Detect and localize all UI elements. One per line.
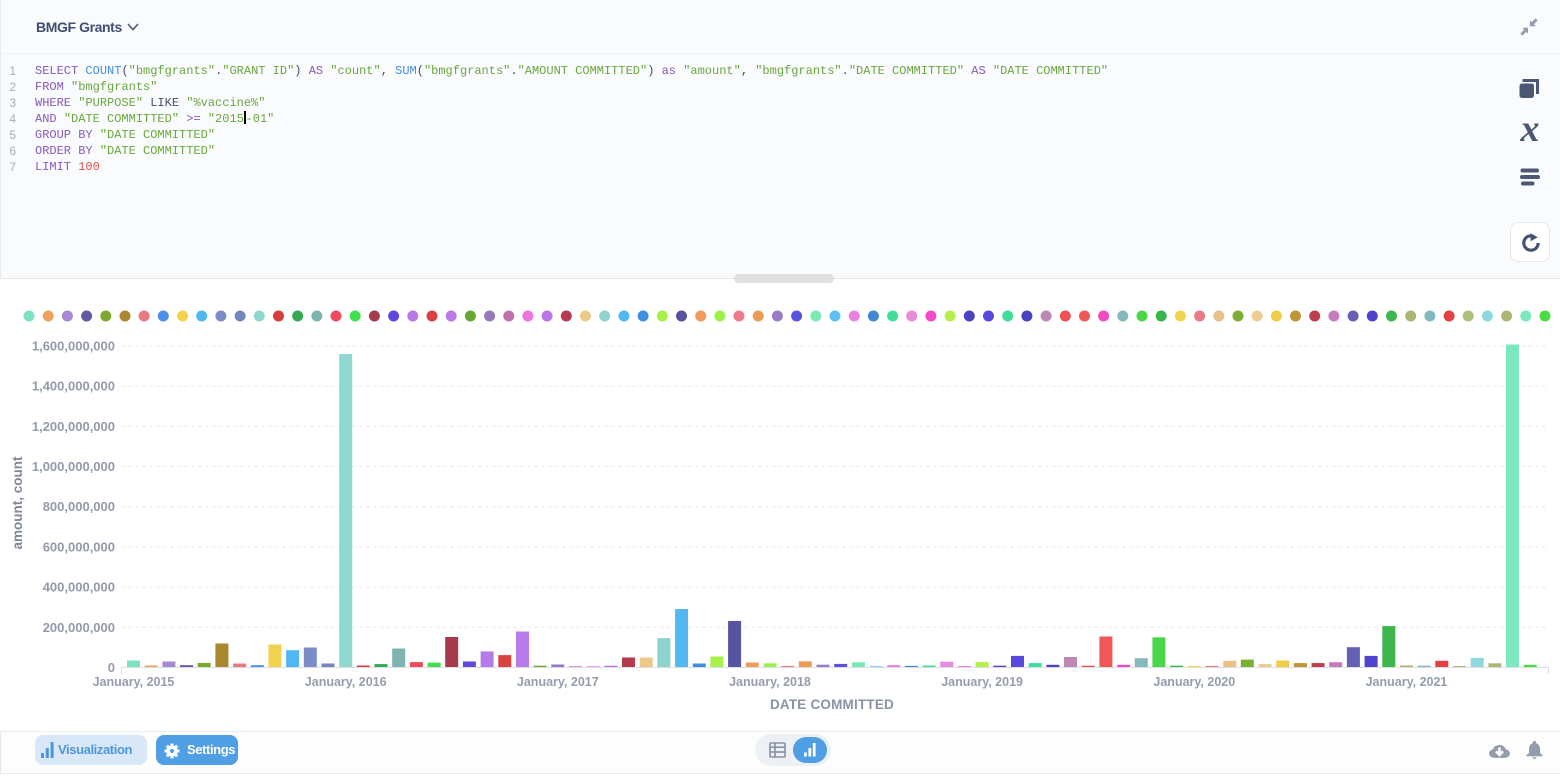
svg-text:January, 2016: January, 2016 [305, 675, 387, 689]
svg-text:1,200,000,000: 1,200,000,000 [32, 419, 115, 434]
svg-text:January, 2019: January, 2019 [941, 675, 1023, 689]
svg-text:January, 2020: January, 2020 [1153, 675, 1235, 689]
svg-text:0: 0 [108, 660, 115, 675]
svg-text:200,000,000: 200,000,000 [43, 620, 115, 635]
svg-text:x: x [1520, 115, 1540, 145]
svg-text:January, 2021: January, 2021 [1366, 675, 1448, 689]
svg-text:amount, count: amount, count [10, 456, 25, 549]
svg-text:1,600,000,000: 1,600,000,000 [32, 338, 115, 353]
svg-text:1,000,000,000: 1,000,000,000 [32, 459, 115, 474]
svg-text:January, 2017: January, 2017 [517, 675, 599, 689]
svg-text:1,400,000,000: 1,400,000,000 [32, 379, 115, 394]
svg-text:800,000,000: 800,000,000 [43, 499, 115, 514]
svg-text:January, 2015: January, 2015 [93, 675, 175, 689]
svg-text:DATE COMMITTED: DATE COMMITTED [770, 697, 894, 712]
svg-text:400,000,000: 400,000,000 [43, 580, 115, 595]
svg-text:January, 2018: January, 2018 [729, 675, 811, 689]
svg-text:600,000,000: 600,000,000 [43, 539, 115, 554]
